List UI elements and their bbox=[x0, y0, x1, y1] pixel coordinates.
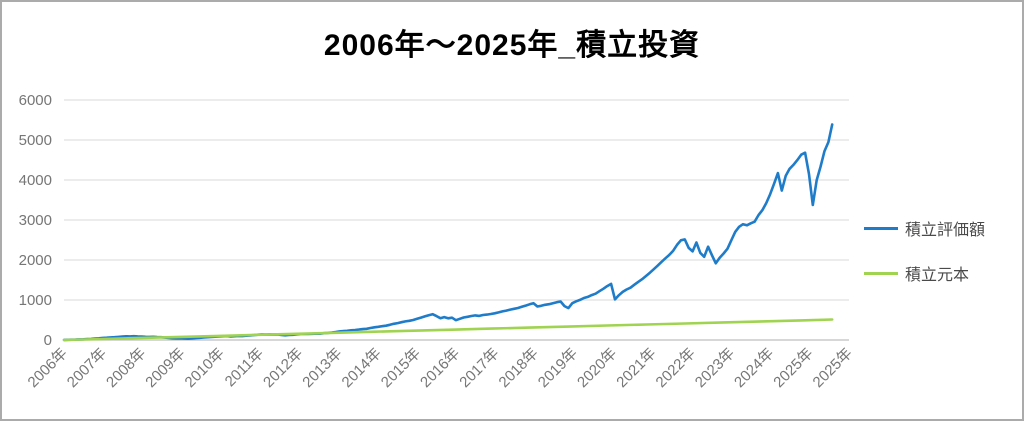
legend-item-valuation: 積立評価額 bbox=[864, 216, 985, 240]
y-axis-label: 0 bbox=[44, 332, 52, 349]
x-axis-label: 2023年 bbox=[692, 345, 738, 391]
x-axis-label: 2025年 bbox=[770, 345, 816, 391]
y-axis-label: 1000 bbox=[19, 292, 52, 309]
series-line-valuation bbox=[62, 123, 834, 342]
x-axis-label: 2007年 bbox=[64, 345, 110, 391]
series-line-principal bbox=[62, 318, 834, 342]
y-axis-label: 5000 bbox=[19, 132, 52, 149]
x-axis-label: 2018年 bbox=[496, 345, 542, 391]
x-axis-label: 2011年 bbox=[222, 345, 267, 390]
x-axis-label: 2006年 bbox=[25, 345, 71, 391]
x-axis-label: 2013年 bbox=[299, 345, 345, 391]
y-axis-label: 2000 bbox=[19, 252, 52, 269]
x-axis-label: 2025年 bbox=[810, 345, 856, 391]
x-axis-label: 2015年 bbox=[378, 345, 424, 391]
x-axis-label: 2019年 bbox=[535, 345, 581, 391]
y-axis-label: 4000 bbox=[19, 172, 52, 189]
y-axis-label: 6000 bbox=[19, 92, 52, 109]
legend: 積立評価額 積立元本 bbox=[864, 216, 985, 285]
x-axis-label: 2014年 bbox=[339, 345, 385, 391]
legend-label-valuation: 積立評価額 bbox=[905, 222, 986, 239]
legend-label-principal: 積立元本 bbox=[905, 267, 970, 284]
chart-title: 2006年～2025年_積立投資 bbox=[323, 29, 701, 62]
x-axis-label: 2017年 bbox=[456, 345, 502, 391]
x-axis-label: 2016年 bbox=[417, 345, 463, 391]
legend-item-principal: 積立元本 bbox=[864, 261, 985, 285]
x-axis-label: 2024年 bbox=[731, 345, 777, 391]
x-axis-label: 2010年 bbox=[182, 345, 228, 391]
x-axis-label: 2012年 bbox=[260, 345, 306, 391]
x-axis-label: 2009年 bbox=[142, 345, 188, 391]
legend-swatch-principal bbox=[864, 271, 898, 275]
y-axis-label: 3000 bbox=[19, 212, 52, 229]
x-axis-label: 2008年 bbox=[103, 345, 149, 391]
legend-swatch-valuation bbox=[864, 226, 898, 230]
x-axis-label: 2022年 bbox=[653, 345, 699, 391]
x-axis-label: 2021年 bbox=[613, 345, 659, 391]
x-axis-label: 2020年 bbox=[574, 345, 620, 391]
